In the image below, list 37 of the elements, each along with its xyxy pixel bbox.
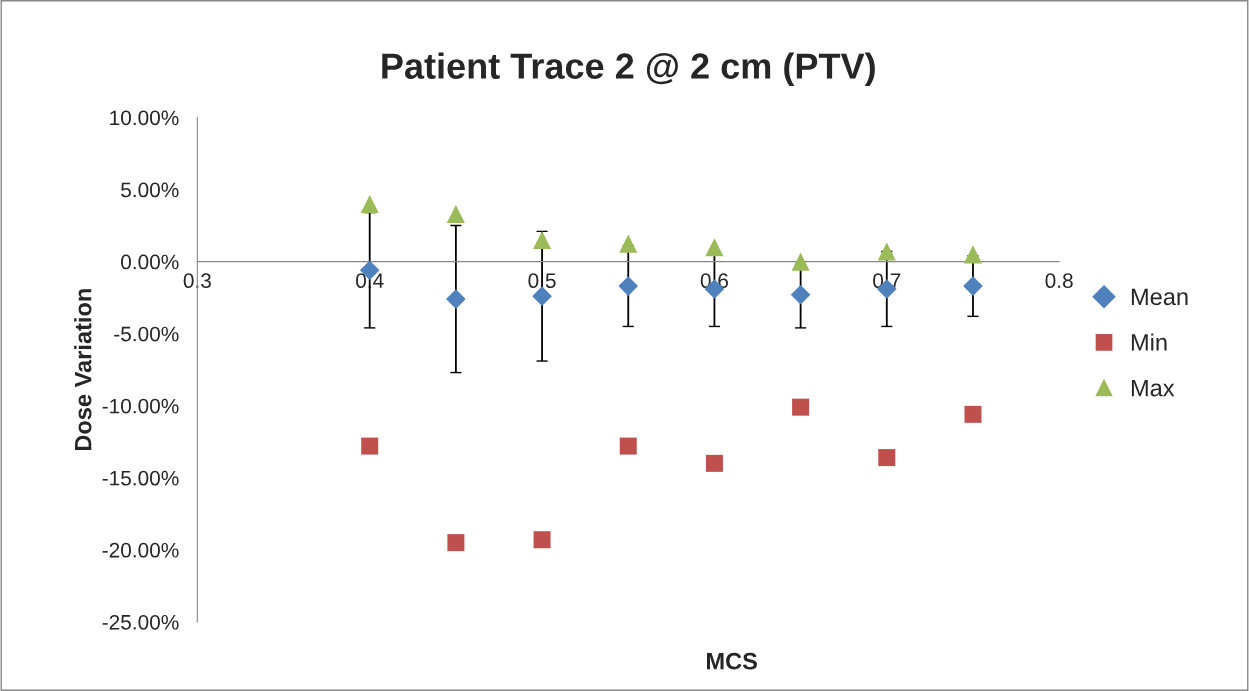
point — [360, 194, 379, 213]
legend-label: Min — [1131, 333, 1167, 351]
y-tick-label: 5.00% — [121, 182, 179, 198]
point — [446, 289, 466, 309]
point — [878, 449, 896, 467]
y-tick-label: -25.00% — [102, 614, 179, 630]
x-axis-title: MCS — [707, 652, 757, 670]
point — [447, 534, 465, 552]
y-axis-title: Dose Variation — [74, 289, 92, 451]
point — [619, 234, 638, 253]
point — [790, 284, 811, 305]
y-tick-label: 10.00% — [110, 110, 179, 126]
point — [705, 238, 724, 257]
point — [618, 276, 639, 296]
point — [533, 531, 551, 549]
point — [877, 242, 896, 261]
point — [705, 454, 723, 472]
x-tick-label: 0.3 — [183, 273, 211, 289]
point — [533, 230, 552, 250]
y-tick-label: 0.00% — [121, 254, 179, 270]
point — [791, 252, 810, 271]
point — [963, 276, 983, 296]
y-tick-label: -15.00% — [102, 470, 179, 486]
legend-label: Mean — [1131, 288, 1188, 306]
chart-title: Patient Trace 2 @ 2 cm (PTV) — [382, 52, 875, 87]
point — [792, 398, 810, 416]
y-tick-label: -20.00% — [102, 542, 179, 558]
point — [963, 245, 983, 264]
y-tick-label: -5.00% — [114, 326, 179, 342]
y-tick-label: -10.00% — [102, 398, 179, 414]
legend-label: Max — [1131, 379, 1175, 397]
point — [446, 204, 465, 224]
point — [361, 437, 379, 455]
point — [619, 437, 637, 455]
x-tick-label: 0.8 — [1045, 273, 1073, 289]
point — [532, 286, 552, 306]
point — [964, 405, 982, 423]
